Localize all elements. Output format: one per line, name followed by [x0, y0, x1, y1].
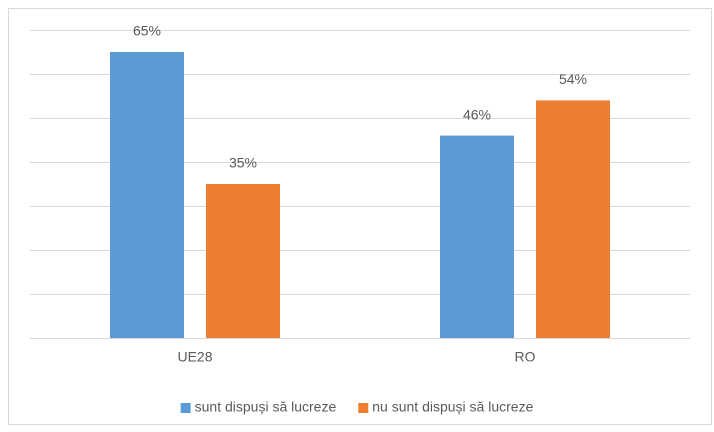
- value-label: 46%: [463, 106, 491, 122]
- value-label: 54%: [559, 71, 587, 87]
- value-label: 65%: [133, 23, 161, 39]
- value-label: 35%: [229, 155, 257, 171]
- x-tick-label: RO: [515, 349, 536, 365]
- legend-swatch: [358, 403, 369, 413]
- bar: [110, 52, 184, 338]
- bar: [440, 135, 514, 338]
- legend-label: nu sunt dispuși să lucreze: [372, 399, 533, 415]
- legend-label: sunt dispuși să lucreze: [195, 399, 337, 415]
- legend-swatch: [180, 403, 191, 413]
- x-tick-label: UE28: [177, 349, 212, 365]
- bar: [536, 100, 610, 339]
- bar: [206, 184, 280, 338]
